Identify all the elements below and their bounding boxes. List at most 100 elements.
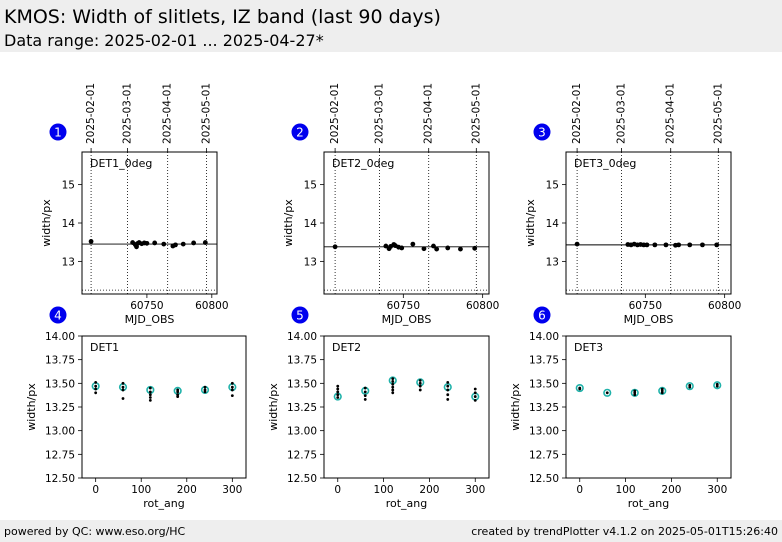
average-marker (658, 386, 667, 396)
chart-panel-1: 2025-02-01 2025-03-01 2025-04-01 2025-05-01… (40, 83, 229, 326)
y-tick-label: 13.25 (529, 402, 559, 414)
data-point (202, 240, 208, 245)
chart-panel-6: 0 100 200 300 12.50 12.75 13.00 13.25 13.50 13.75… (509, 306, 732, 510)
data-point (88, 239, 94, 244)
data-point (445, 245, 451, 251)
x-tick-label: 60750 (130, 300, 163, 312)
data-point (391, 388, 395, 392)
y-tick-label: 13.25 (45, 402, 75, 414)
y-tick-label: 12.50 (45, 473, 75, 485)
data-point (418, 379, 422, 382)
data-point (363, 398, 367, 401)
x-tick-label: 60800 (708, 300, 741, 312)
average-marker (146, 385, 155, 395)
y-tick-label: 12.75 (529, 449, 559, 461)
data-point (418, 381, 422, 385)
data-point (446, 380, 450, 384)
y-axis-label: width/px (267, 383, 280, 431)
data-point (230, 388, 234, 392)
data-point (714, 242, 720, 248)
date-tick-label: 2025-02-01 (571, 83, 583, 144)
data-point (148, 398, 152, 402)
x-tick-label: 100 (616, 484, 636, 496)
panel-number-badge-text: 2 (296, 126, 304, 140)
data-point (688, 385, 692, 389)
x-tick-label: 300 (465, 484, 485, 496)
x-tick-label: 60800 (466, 300, 499, 312)
y-tick-label: 12.50 (287, 473, 317, 485)
data-point (121, 385, 125, 389)
date-tick-label: 2025-05-01 (470, 83, 482, 144)
data-point (336, 390, 340, 394)
data-point (176, 395, 180, 398)
data-point (180, 241, 186, 247)
data-point (152, 240, 158, 246)
x-axis-label: rot_ang (386, 497, 428, 510)
data-point (399, 245, 405, 251)
panel-number-badge (49, 123, 67, 141)
data-point (363, 394, 367, 398)
date-tick-label: 2025-03-01 (616, 83, 628, 144)
plot-frame (565, 151, 732, 295)
plot-frame (81, 335, 247, 479)
plot-frame (81, 151, 218, 295)
data-point (473, 391, 477, 395)
date-tick-label: 2025-04-01 (423, 83, 435, 144)
average-marker (685, 382, 694, 391)
panel-number-badge (291, 123, 309, 141)
plot-frame (323, 335, 490, 479)
y-tick-label: 13 (62, 256, 75, 268)
panel-number-badge-text: 5 (296, 309, 304, 323)
data-point (336, 384, 340, 388)
data-point (383, 243, 389, 249)
trend-plot-area: 2025-02-01 2025-03-01 2025-04-01 2025-05-01… (25, 83, 741, 510)
data-point (363, 386, 367, 390)
data-point (391, 377, 395, 380)
data-point (473, 398, 477, 402)
data-point (446, 388, 450, 392)
chart-panel-4: 0 100 200 300 12.50 12.75 13.00 13.25 13.50 13.75… (25, 306, 247, 510)
data-point (391, 380, 395, 383)
data-point (94, 380, 98, 384)
date-tick-label: 2025-02-01 (85, 83, 97, 144)
y-tick-label: 13.75 (45, 355, 75, 367)
y-tick-label: 13 (546, 256, 559, 268)
data-point (203, 385, 207, 389)
y-axis-label: width/px (509, 383, 522, 431)
average-marker (575, 383, 584, 393)
data-point (230, 394, 234, 398)
x-tick-label: 0 (334, 484, 341, 496)
plot-frame (323, 151, 490, 295)
x-axis-label: rot_ang (628, 497, 670, 510)
data-point (446, 393, 450, 397)
y-tick-label: 12.50 (529, 473, 559, 485)
y-tick-label: 12.75 (45, 449, 75, 461)
panel-number-badge-text: 1 (54, 126, 62, 140)
y-tick-label: 14.00 (287, 331, 317, 343)
chart-panel-3: 2025-02-01 2025-03-01 2025-04-01 2025-05-01… (524, 83, 741, 326)
y-axis-label: width/px (25, 383, 38, 431)
y-axis-label: width/px (282, 199, 295, 247)
y-axis-label: width/px (40, 199, 53, 247)
panel-label: DET1 (90, 341, 119, 354)
x-tick-label: 100 (131, 484, 151, 496)
x-tick-label: 300 (222, 484, 242, 496)
data-point (472, 245, 478, 251)
data-point (148, 396, 152, 399)
x-tick-label: 200 (419, 484, 439, 496)
panel-label: DET2_0deg (332, 157, 394, 170)
data-point (332, 244, 338, 250)
y-tick-label: 13.00 (529, 426, 559, 438)
y-tick-label: 14 (546, 218, 560, 230)
average-marker (713, 381, 722, 390)
x-tick-label: 300 (707, 484, 727, 496)
average-marker (603, 388, 612, 397)
data-point (121, 388, 125, 392)
footer-bar: powered by QC: www.eso.org/HC created by… (0, 520, 782, 542)
x-axis-label: MJD_OBS (125, 313, 175, 326)
data-range-subtitle: Data range: 2025-02-01 ... 2025-04-27* (4, 31, 324, 50)
data-point (94, 384, 98, 388)
data-point (458, 246, 463, 252)
panel-number-badge-text: 3 (538, 126, 546, 140)
average-marker (630, 388, 639, 397)
